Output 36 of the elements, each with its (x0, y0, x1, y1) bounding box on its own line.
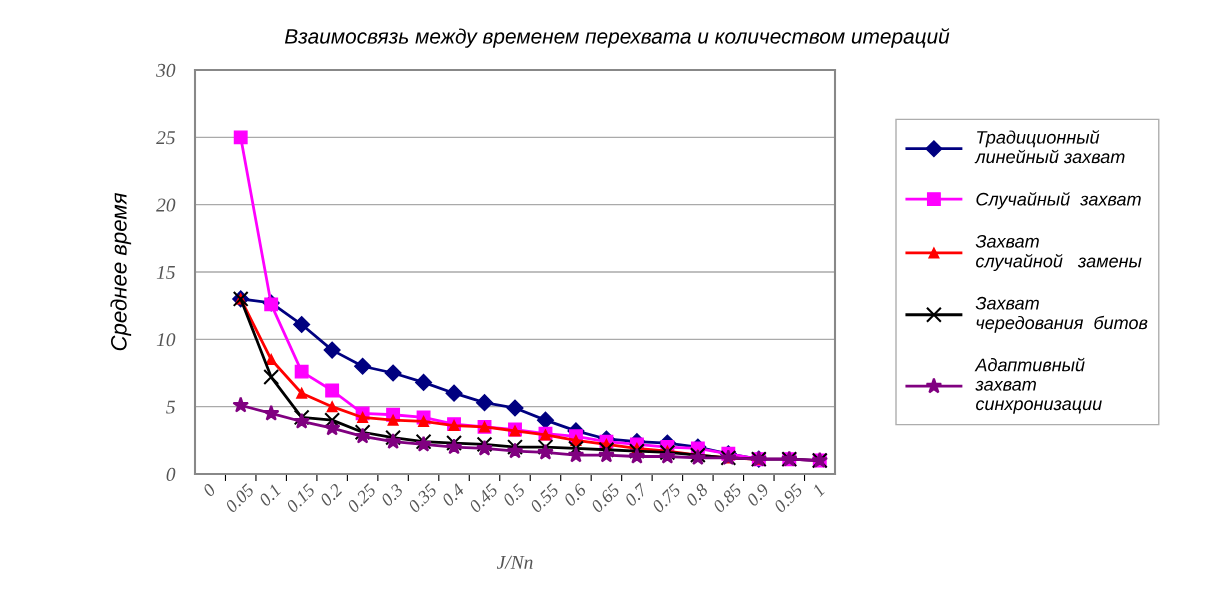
x-tick-label: 0.85 (712, 483, 743, 514)
y-tick-label: 15 (156, 265, 175, 279)
legend-label: Захват чередования битов (975, 296, 1148, 333)
x-tick-label: 0.15 (285, 483, 316, 514)
x-tick-label: 0.45 (468, 483, 499, 514)
x-tick-label: 0.2 (319, 482, 344, 507)
x-tick-label: 0.9 (745, 482, 770, 507)
x-tick-label: 0.7 (624, 482, 649, 507)
chart-title: Взаимосвязь между временем перехвата и количеством итераций (284, 28, 950, 48)
x-tick-label: 0 (202, 482, 217, 498)
x-tick-label: 0.4 (441, 482, 465, 507)
y-tick-label: 30 (156, 63, 176, 77)
legend-label: Захват случайной замены (975, 234, 1142, 272)
x-tick-label: 0.05 (224, 483, 255, 514)
x-tick-label: 0.95 (773, 483, 804, 514)
x-tick-label: 0.5 (502, 483, 526, 507)
y-axis-title: Среднее время (110, 192, 132, 351)
x-tick-label: 0.75 (651, 483, 682, 514)
x-tick-label: 0.1 (258, 484, 282, 507)
legend-label: Адаптивный захват синхронизации (974, 357, 1102, 414)
x-tick-label: 0.35 (407, 483, 438, 514)
y-tick-label: 5 (166, 400, 175, 414)
x-tick-label: 1 (811, 484, 825, 498)
y-tick-label: 20 (156, 198, 176, 212)
legend-label: Случайный захват (976, 192, 1141, 210)
x-axis-title: J/Nn (496, 555, 533, 569)
y-tick-label: 10 (156, 333, 176, 347)
x-tick-label: 0.55 (529, 483, 560, 514)
x-tick-label: 0.8 (684, 482, 709, 507)
y-tick-label: 0 (166, 467, 176, 481)
x-tick-label: 0.6 (563, 482, 588, 507)
x-tick-label: 0.3 (380, 483, 404, 507)
legend-label: Традиционный линейный захват (974, 130, 1125, 164)
x-tick-label: 0.65 (590, 483, 621, 514)
x-tick-label: 0.25 (346, 483, 377, 514)
y-tick-label: 25 (156, 131, 175, 145)
